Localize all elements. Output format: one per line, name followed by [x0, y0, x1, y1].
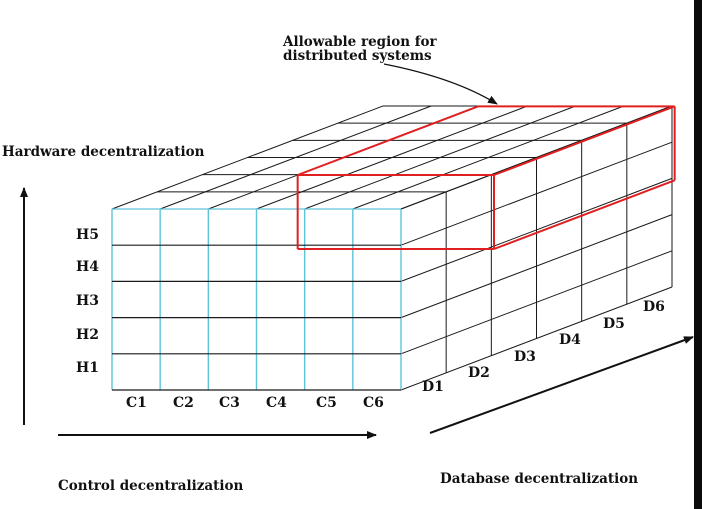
region-depth-top-right [493, 105, 676, 176]
annotation-line-1: Allowable region for [282, 34, 438, 50]
tick-label-c4: C4 [266, 395, 287, 411]
region-depth-top-left [297, 105, 479, 176]
window-edge-bar [694, 0, 702, 509]
tick-label-d2: D2 [468, 365, 490, 381]
tick-label-h2: H2 [76, 327, 99, 343]
front-face-grid [111, 208, 402, 391]
tick-label-d5: D5 [603, 316, 625, 332]
tick-label-h3: H3 [76, 293, 99, 309]
annotation-line-2: distributed systems [283, 48, 432, 64]
tick-label-d3: D3 [514, 349, 536, 365]
hardware-axis-title: Hardware decentralization [2, 144, 205, 160]
tick-label-c1: C1 [126, 395, 147, 411]
tick-label-c2: C2 [173, 395, 194, 411]
tick-label-c3: C3 [219, 395, 240, 411]
tick-label-d4: D4 [559, 332, 581, 348]
right-face-grid [400, 105, 673, 391]
region-depth-bottom-right [493, 179, 676, 250]
tick-label-c6: C6 [363, 395, 384, 411]
allowable-region-outline [296, 105, 676, 250]
tick-label-d1: D1 [422, 379, 444, 395]
database-axis-arrow [429, 336, 694, 434]
database-axis-title: Database decentralization [440, 471, 638, 487]
tick-label-h4: H4 [76, 259, 99, 275]
control-axis-title: Control decentralization [58, 478, 244, 494]
tick-label-c5: C5 [316, 395, 337, 411]
tick-label-h5: H5 [76, 227, 99, 243]
annotation-pointer-arrow [383, 63, 498, 105]
tick-label-h1: H1 [76, 360, 99, 376]
tick-label-d6: D6 [643, 299, 665, 315]
